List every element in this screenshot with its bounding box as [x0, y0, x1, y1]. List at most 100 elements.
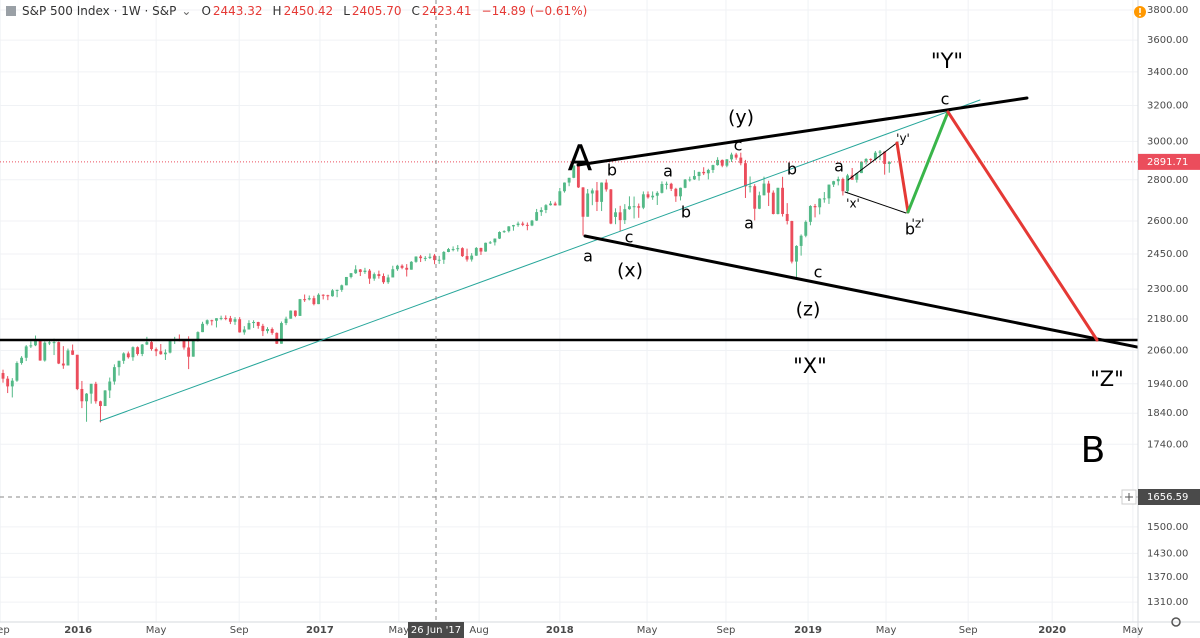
candle-body — [215, 318, 218, 321]
wave-label: a — [663, 162, 673, 181]
candle-body — [256, 322, 260, 326]
candle-body — [136, 347, 140, 354]
candle-body — [623, 209, 627, 221]
candle-body — [683, 179, 687, 188]
candle-body — [460, 248, 464, 257]
field-label: L — [343, 4, 350, 18]
candle-body — [344, 276, 348, 286]
candle-body — [827, 184, 831, 199]
candle-body — [883, 151, 887, 164]
candle-body — [470, 255, 474, 260]
candle-body — [24, 346, 28, 358]
x-tick-label: 2020 — [1038, 625, 1066, 636]
settings-icon[interactable] — [1171, 617, 1181, 627]
candle-body — [818, 198, 822, 208]
field-label: C — [411, 4, 420, 18]
candle-body — [785, 213, 789, 221]
candle-body — [279, 323, 283, 344]
small-trend-line — [847, 141, 899, 181]
candle-body — [456, 248, 460, 250]
candle-body — [563, 182, 566, 192]
candle-body — [266, 328, 269, 332]
wave-label: b — [787, 160, 797, 179]
candle-body — [47, 342, 51, 344]
candle-body — [163, 352, 167, 355]
wave-label: b — [607, 161, 617, 180]
candle-body — [52, 342, 56, 344]
candle-body — [99, 401, 102, 407]
plus-icon — [1125, 493, 1133, 501]
candle-body — [391, 269, 395, 278]
candle-body — [781, 187, 785, 214]
last-price-box — [1138, 153, 1200, 170]
candle-body — [567, 177, 571, 183]
time-axis — [0, 622, 1200, 638]
symbol: S&P 500 Index · 1W · S&P — [22, 4, 177, 18]
candle-body — [85, 393, 88, 402]
candle-body — [447, 249, 450, 252]
crosshair — [0, 0, 1138, 622]
candle-body — [451, 249, 455, 251]
candle-body — [702, 171, 706, 174]
candle-body — [539, 209, 543, 213]
candle-body — [43, 342, 47, 361]
candle-body — [112, 367, 116, 382]
candle-body — [711, 165, 715, 170]
field-value: 2443.32 — [212, 4, 263, 18]
x-tick-label: May — [1123, 625, 1144, 636]
field-label: O — [201, 4, 211, 18]
candle-body — [762, 183, 766, 196]
candle-body — [776, 187, 780, 214]
wave-label: (z) — [796, 299, 821, 321]
candle-body — [660, 183, 664, 193]
y-tick-label: 2300.00 — [1147, 284, 1188, 295]
candle-body — [71, 350, 75, 355]
candle-body — [228, 318, 232, 322]
candle-body — [270, 328, 274, 333]
y-tick-label: 3800.00 — [1147, 5, 1188, 16]
candle-body — [706, 169, 710, 174]
candle-body — [790, 220, 794, 262]
candle-body — [400, 265, 404, 268]
candle-body — [581, 187, 585, 217]
candle-body — [321, 294, 325, 296]
candle-body — [734, 154, 738, 158]
candle-body — [511, 225, 515, 227]
y-tick-label: 3200.00 — [1147, 101, 1188, 112]
candle-body — [516, 223, 520, 226]
candle-body — [317, 294, 320, 305]
candle-body — [168, 340, 172, 353]
candle-body — [655, 192, 659, 196]
candle-body — [873, 152, 877, 160]
candle-body — [878, 151, 882, 153]
candle-body — [196, 332, 200, 340]
candle-body — [576, 165, 580, 188]
y-tick-label: 1430.00 — [1147, 548, 1188, 559]
projection-down — [895, 141, 910, 214]
candle-body — [558, 191, 562, 206]
candle-body — [66, 350, 70, 366]
last-price-tag: 2891.71 — [1138, 153, 1200, 170]
candle-body — [145, 342, 149, 345]
candle-body — [474, 247, 478, 256]
y-tick-label: 1310.00 — [1147, 597, 1188, 608]
x-tick-label: Sep — [0, 625, 10, 636]
dropdown-icon[interactable]: ⌄ — [181, 4, 192, 18]
wave-label: c — [734, 136, 743, 155]
candle-body — [293, 310, 297, 316]
candle-body — [419, 256, 423, 259]
x-tick-label: Sep — [230, 625, 249, 636]
candle-body — [813, 206, 817, 208]
candle-body — [219, 317, 223, 319]
y-tick-label: 3400.00 — [1147, 67, 1188, 78]
x-tick-label: 2017 — [306, 625, 334, 636]
candle-body — [618, 212, 622, 221]
symbol-icon — [6, 6, 16, 16]
candle-body — [808, 206, 812, 222]
candle-body — [437, 259, 441, 261]
drawings — [0, 96, 1149, 422]
y-tick-label: 3600.00 — [1147, 35, 1188, 46]
field-value: 2450.42 — [283, 4, 334, 18]
wave-label: b — [681, 203, 691, 222]
